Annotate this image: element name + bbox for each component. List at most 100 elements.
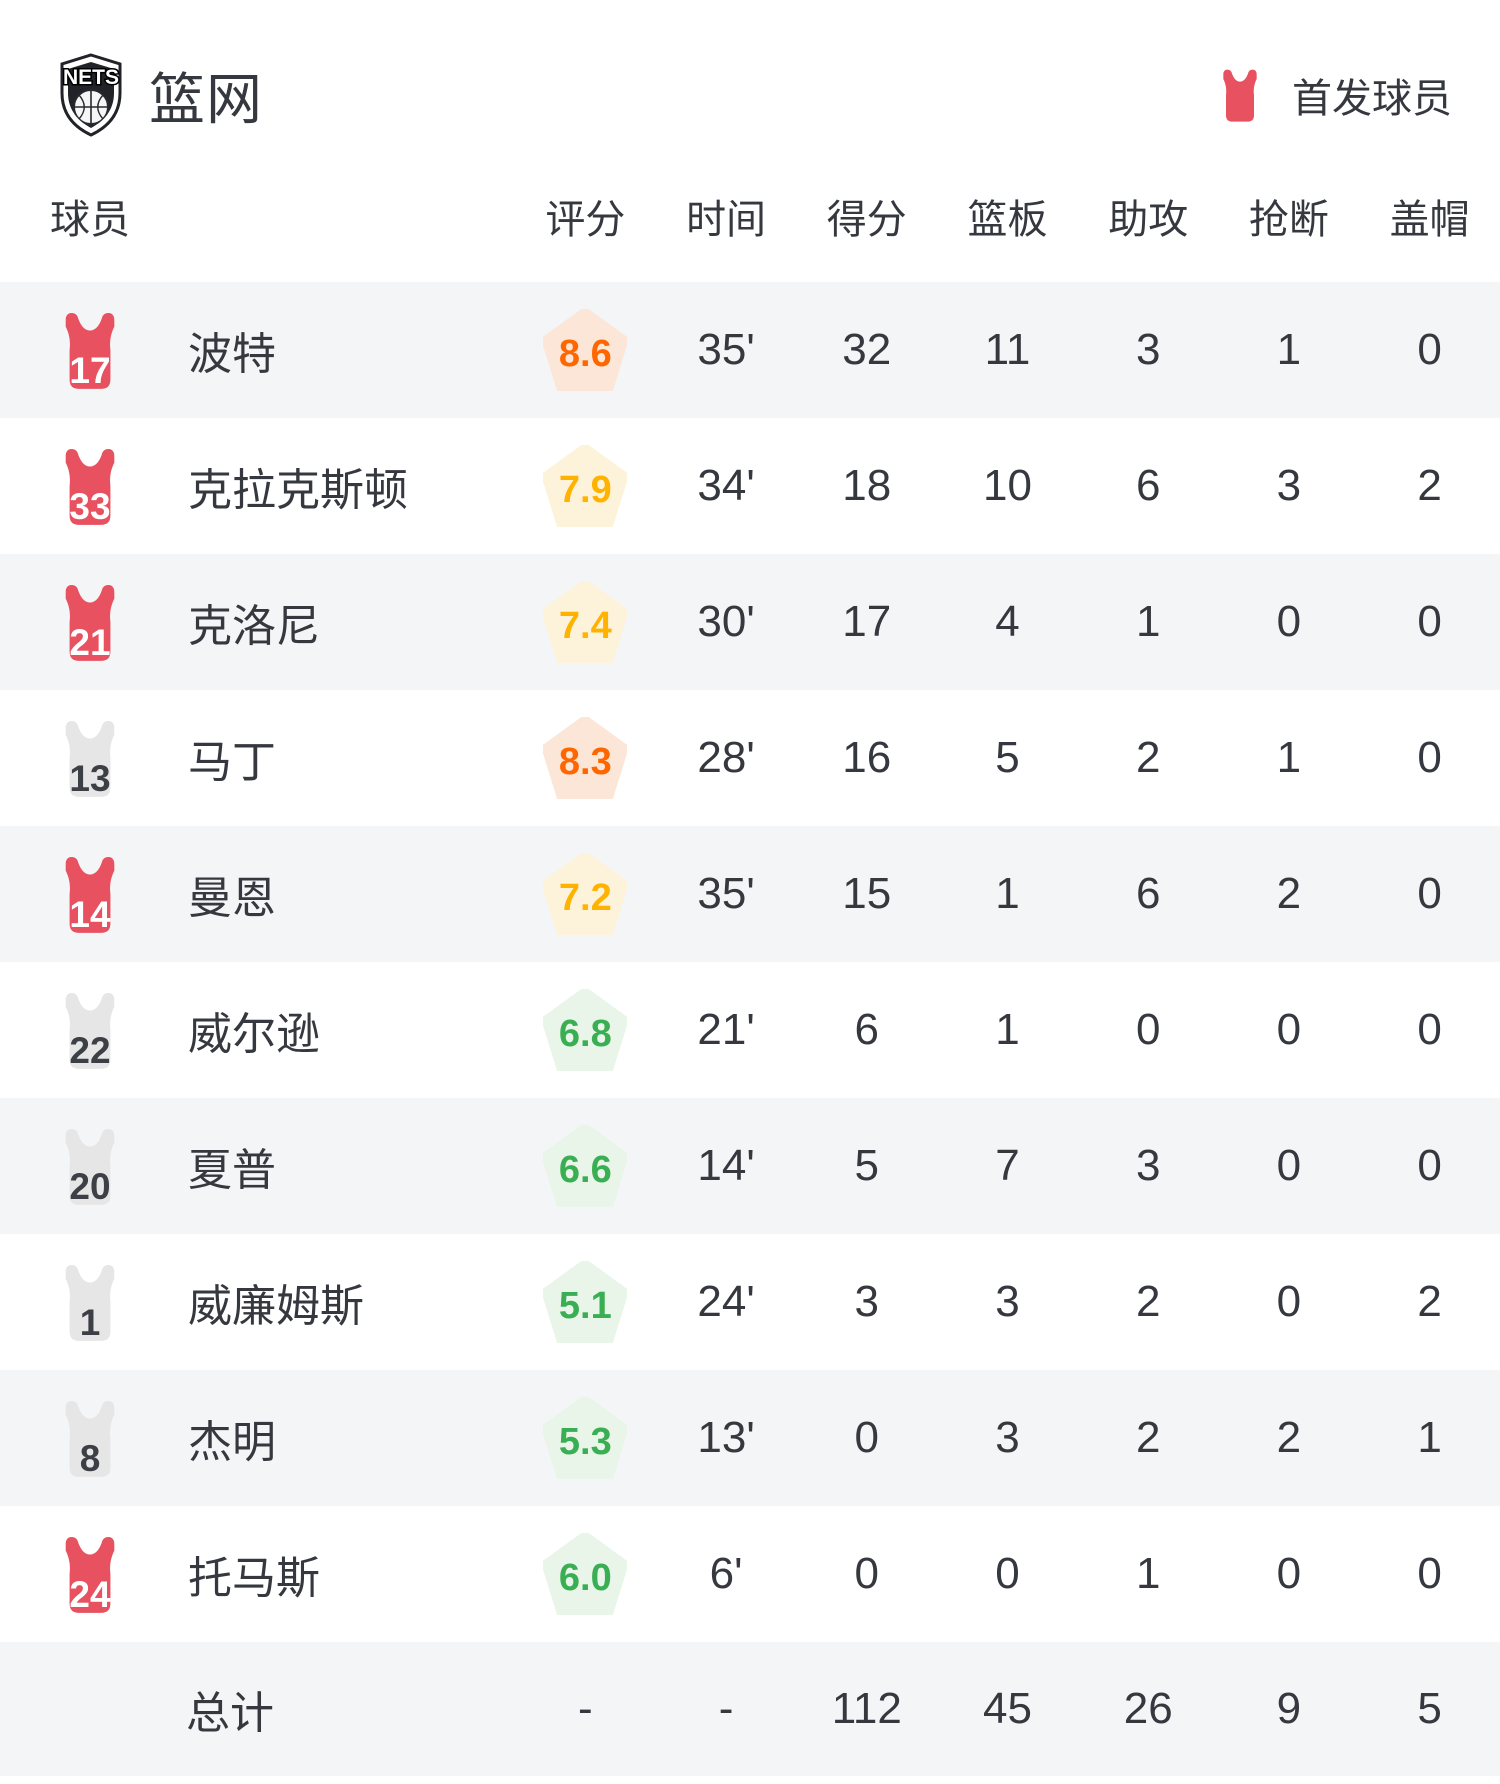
jersey-icon: 13: [55, 716, 125, 800]
rating-cell: 5.1: [515, 1261, 656, 1343]
rating-badge: 5.3: [543, 1397, 628, 1479]
stat-steals: 0: [1276, 597, 1302, 646]
jersey-number: 14: [69, 894, 111, 935]
column-header-blocks: 盖帽: [1389, 198, 1470, 242]
stat-blocks: 0: [1417, 597, 1442, 646]
player-cell: 17 波特: [0, 308, 515, 392]
stat-assists: 2: [1135, 1277, 1161, 1326]
stat-steals: 1: [1276, 733, 1302, 782]
stat-steals: 2: [1276, 1413, 1302, 1462]
rating-badge: 6.0: [543, 1533, 628, 1615]
total-assists: 26: [1123, 1684, 1173, 1733]
column-header-steals: 抢断: [1248, 198, 1329, 242]
player-name: 曼恩: [188, 874, 276, 923]
table-row[interactable]: 8 杰明 5.3 13' 0 3 2 2 1: [0, 1370, 1500, 1506]
jersey-icon: 33: [55, 444, 125, 528]
rating-value: 5.3: [558, 1420, 612, 1463]
player-name: 克拉克斯顿: [188, 466, 408, 515]
jersey-number: 20: [69, 1166, 111, 1207]
stat-time: 35': [697, 869, 755, 918]
rating-badge: 6.8: [543, 989, 628, 1071]
player-name: 托马斯: [188, 1554, 320, 1603]
player-cell: 1 威廉姆斯: [0, 1260, 515, 1344]
table-row[interactable]: 13 马丁 8.3 28' 16 5 2 1 0: [0, 690, 1500, 826]
rating-cell: 6.6: [515, 1125, 656, 1207]
svg-text:NETS: NETS: [63, 66, 119, 89]
stat-points: 17: [842, 597, 892, 646]
column-header-rebounds: 篮板: [967, 198, 1048, 242]
rating-cell: 7.9: [515, 445, 656, 527]
rating-cell: 7.4: [515, 581, 656, 663]
jersey-icon: 17: [55, 308, 125, 392]
stat-assists: 0: [1135, 1005, 1161, 1054]
stat-time: 34': [697, 461, 755, 510]
stat-assists: 6: [1135, 461, 1161, 510]
rating-cell: 6.8: [515, 989, 656, 1071]
jersey-number: 33: [69, 486, 111, 527]
stat-assists: 3: [1135, 1141, 1161, 1190]
player-cell: 8 杰明: [0, 1396, 515, 1480]
stat-time: 35': [697, 325, 755, 374]
rating-value: 8.3: [558, 740, 612, 783]
stat-rebounds: 11: [984, 325, 1031, 374]
stat-time: 30': [697, 597, 755, 646]
stat-blocks: 0: [1417, 1549, 1442, 1598]
player-cell: 20 夏普: [0, 1124, 515, 1208]
stat-rebounds: 10: [983, 461, 1032, 510]
table-row[interactable]: 20 夏普 6.6 14' 5 7 3 0 0: [0, 1098, 1500, 1234]
player-name: 杰明: [188, 1418, 276, 1467]
table-row[interactable]: 22 威尔逊 6.8 21' 6 1 0 0 0: [0, 962, 1500, 1098]
jersey-number: 21: [69, 622, 111, 663]
stat-rebounds: 0: [995, 1549, 1020, 1598]
column-header-assists: 助攻: [1108, 198, 1189, 242]
jersey-icon: 22: [55, 988, 125, 1072]
rating-cell: 8.3: [515, 717, 656, 799]
rating-value: 7.9: [558, 468, 612, 511]
jersey-icon: 24: [55, 1532, 125, 1616]
stat-points: 18: [842, 461, 892, 510]
stat-blocks: 2: [1417, 1277, 1442, 1326]
stat-blocks: 0: [1417, 325, 1442, 374]
stat-steals: 0: [1276, 1141, 1302, 1190]
jersey-icon: 21: [55, 580, 125, 664]
stat-time: 28': [697, 733, 755, 782]
table-row[interactable]: 17 波特 8.6 35' 32 11 3 1 0: [0, 282, 1500, 418]
stat-rebounds: 1: [995, 1005, 1020, 1054]
rating-badge: 7.4: [543, 581, 628, 663]
table-row[interactable]: 33 克拉克斯顿 7.9 34' 18 10 6 3 2: [0, 418, 1500, 554]
player-cell: 22 威尔逊: [0, 988, 515, 1072]
column-header-points: 得分: [826, 198, 907, 242]
total-rebounds: 45: [983, 1684, 1032, 1733]
rating-value: 6.6: [558, 1148, 612, 1191]
starter-legend-label: 首发球员: [1292, 77, 1452, 121]
jersey-number: 1: [79, 1302, 101, 1343]
player-name: 威尔逊: [188, 1010, 320, 1059]
rating-value: 7.4: [558, 604, 612, 647]
total-steals: 9: [1276, 1684, 1302, 1733]
jersey-number: 13: [69, 758, 111, 799]
total-time: -: [718, 1684, 734, 1733]
stat-blocks: 0: [1417, 733, 1442, 782]
rating-badge: 8.6: [543, 309, 628, 391]
rating-badge: 6.6: [543, 1125, 628, 1207]
stat-points: 15: [842, 869, 892, 918]
rating-value: 5.1: [558, 1284, 612, 1327]
rating-badge: 7.9: [543, 445, 628, 527]
table-row[interactable]: 1 威廉姆斯 5.1 24' 3 3 2 0 2: [0, 1234, 1500, 1370]
stat-points: 0: [854, 1413, 880, 1462]
stat-assists: 2: [1135, 733, 1161, 782]
table-row[interactable]: 24 托马斯 6.0 6' 0 0 1 0 0: [0, 1506, 1500, 1642]
stat-steals: 3: [1276, 461, 1302, 510]
stat-time: 6': [709, 1549, 743, 1598]
starter-legend: 首发球员: [1161, 66, 1452, 124]
stat-blocks: 0: [1417, 869, 1442, 918]
rating-value: 8.6: [558, 332, 612, 375]
table-row[interactable]: 21 克洛尼 7.4 30' 17 4 1 0 0: [0, 554, 1500, 690]
total-blocks: 5: [1417, 1684, 1442, 1733]
stat-assists: 1: [1135, 1549, 1161, 1598]
player-name: 夏普: [188, 1146, 276, 1195]
stat-points: 6: [854, 1005, 880, 1054]
table-row[interactable]: 14 曼恩 7.2 35' 15 1 6 2 0: [0, 826, 1500, 962]
player-cell: 24 托马斯: [0, 1532, 515, 1616]
player-cell: 33 克拉克斯顿: [0, 444, 515, 528]
